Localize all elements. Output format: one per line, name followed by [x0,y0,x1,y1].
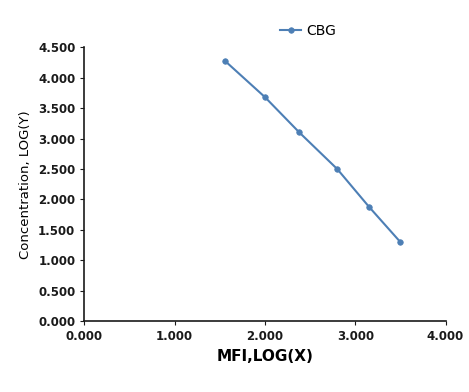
CBG [296,130,302,135]
CBG [334,167,340,171]
CBG [398,240,403,245]
CBG [222,58,227,63]
Line: CBG: CBG [222,58,403,245]
X-axis label: MFI,LOG(X): MFI,LOG(X) [217,349,313,364]
Y-axis label: Concentration, LOG(Y): Concentration, LOG(Y) [19,110,32,259]
CBG [366,205,372,209]
Legend: CBG: CBG [275,18,342,44]
CBG [262,95,268,100]
